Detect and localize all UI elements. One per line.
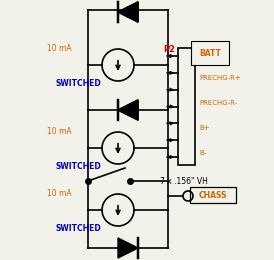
Polygon shape xyxy=(118,2,138,22)
Text: SWITCHED: SWITCHED xyxy=(55,79,101,88)
Text: P2: P2 xyxy=(163,45,175,54)
Bar xyxy=(178,48,195,165)
Text: 10 mA: 10 mA xyxy=(47,127,72,136)
Polygon shape xyxy=(118,100,138,120)
Text: 10 mA: 10 mA xyxy=(47,44,72,53)
Text: SWITCHED: SWITCHED xyxy=(55,162,101,171)
Text: B-: B- xyxy=(199,150,206,156)
Polygon shape xyxy=(118,238,138,258)
Text: B+: B+ xyxy=(199,125,210,131)
Bar xyxy=(190,187,236,203)
Text: PRECHG-R-: PRECHG-R- xyxy=(199,100,237,106)
Text: SWITCHED: SWITCHED xyxy=(55,224,101,233)
Text: CHASS: CHASS xyxy=(199,191,227,199)
Text: 7 x .156" VH: 7 x .156" VH xyxy=(160,177,208,186)
Text: 10 mA: 10 mA xyxy=(47,189,72,198)
Text: BATT: BATT xyxy=(199,49,221,57)
Text: PRECHG-R+: PRECHG-R+ xyxy=(199,75,241,81)
